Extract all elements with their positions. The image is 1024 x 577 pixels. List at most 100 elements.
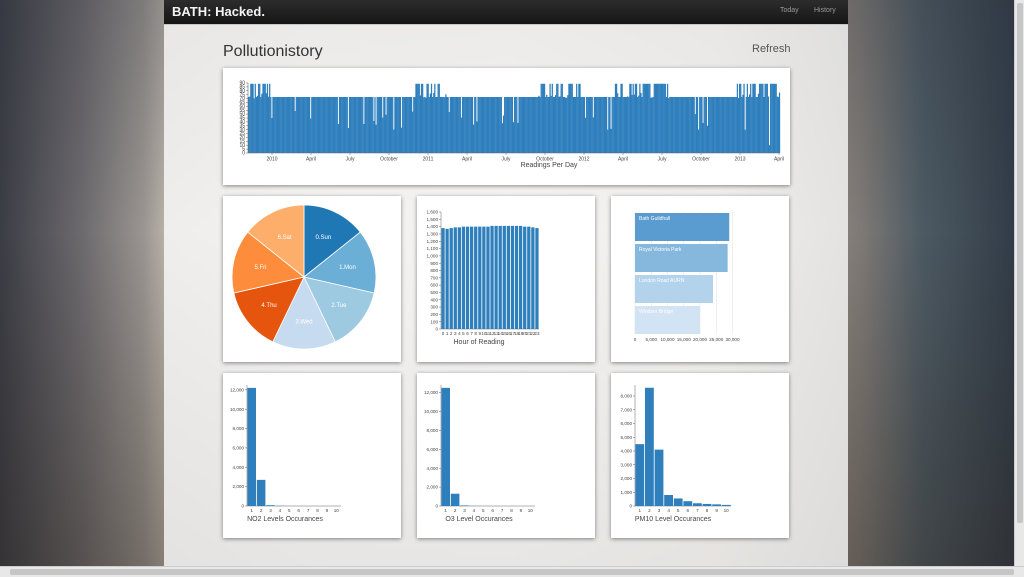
timeline-bar (496, 97, 497, 153)
timeline-bars (248, 84, 780, 153)
timeline-bar (538, 96, 539, 153)
timeline-bar (737, 84, 738, 153)
timeline-bar (352, 97, 353, 153)
timeline-bar (566, 98, 567, 153)
timeline-bar (719, 97, 720, 153)
timeline-bar (757, 97, 758, 153)
timeline-bar (504, 97, 505, 153)
timeline-bar (596, 97, 597, 153)
timeline-bar (441, 97, 442, 153)
timeline-bar (533, 97, 534, 153)
x-tick-label: 6 (466, 331, 469, 336)
timeline-bar (542, 84, 543, 153)
brand[interactable]: BATH: Hacked. (172, 4, 265, 19)
timeline-bar (512, 97, 513, 153)
o3-histogram: O3 Level Occurances 02,0004,0006,0008,00… (417, 373, 595, 538)
y-tick-label: 12,000 (424, 390, 438, 395)
timeline-bar (383, 97, 384, 153)
timeline-bar (377, 97, 378, 153)
timeline-bar (344, 97, 345, 153)
x-tick-label: 3 (454, 331, 457, 336)
refresh-link[interactable]: Refresh (752, 43, 791, 55)
timeline-bar (285, 97, 286, 153)
timeline-bar (432, 97, 433, 153)
bar (531, 227, 534, 329)
timeline-bar (252, 84, 253, 153)
timeline-bar (326, 97, 327, 153)
timeline-bar (653, 97, 654, 153)
timeline-bar (387, 97, 388, 153)
timeline-bar (361, 97, 362, 153)
pm10-histogram: PM10 Level Occurances 01,0002,0003,0004,… (611, 373, 789, 538)
timeline-bar (439, 84, 440, 153)
timeline-bar (530, 97, 531, 153)
timeline-bar (692, 97, 693, 153)
bar (441, 388, 450, 506)
timeline-bar (736, 97, 737, 153)
timeline-bar (513, 122, 514, 153)
timeline-bar (378, 97, 379, 153)
timeline-bar (360, 97, 361, 153)
horizontal-scrollbar[interactable] (0, 566, 1024, 577)
bar (703, 504, 712, 506)
timeline-bar (589, 97, 590, 153)
horizontal-scroll-thumb[interactable] (10, 569, 1014, 575)
pie-slice-label: 6.Sat (278, 235, 292, 241)
timeline-bar (434, 84, 435, 153)
timeline-bar (528, 97, 529, 153)
timeline-bar (716, 97, 717, 153)
timeline-bar (422, 84, 423, 153)
timeline-bar (492, 97, 493, 153)
timeline-bar (317, 97, 318, 153)
timeline-bar (547, 97, 548, 153)
timeline-bar (573, 97, 574, 153)
timeline-bar (718, 97, 719, 153)
y-tick-label: 300 (430, 305, 438, 310)
timeline-bar (327, 97, 328, 153)
timeline-bar (426, 84, 427, 153)
timeline-bar (493, 97, 494, 153)
timeline-bar (735, 97, 736, 153)
vertical-scrollbar[interactable] (1014, 0, 1024, 566)
timeline-bar (362, 97, 363, 153)
bar (503, 226, 506, 329)
timeline-bar (740, 84, 741, 153)
timeline-bar (722, 97, 723, 153)
timeline-bar (476, 121, 477, 153)
timeline-bar (494, 97, 495, 153)
pie-slice-label: 5.Fri (254, 265, 266, 271)
bar (693, 503, 702, 506)
timeline-bar (497, 97, 498, 153)
timeline-bar (522, 97, 523, 153)
timeline-bar (510, 97, 511, 153)
nav-today[interactable]: Today (780, 7, 799, 14)
timeline-bar (261, 94, 262, 153)
timeline-bar (409, 97, 410, 153)
timeline-bar (658, 84, 659, 153)
timeline-bar (651, 98, 652, 153)
timeline-bar (678, 97, 679, 153)
timeline-bar (534, 97, 535, 153)
x-tick-label: 3 (269, 508, 272, 513)
timeline-bar (545, 97, 546, 153)
timeline-bar (351, 97, 352, 153)
timeline-bar (730, 97, 731, 153)
bar (523, 227, 526, 329)
y-tick-label: 8,000 (233, 426, 245, 431)
pie-slice-label: 2.Tue (331, 303, 347, 309)
y-tick-label: 4,000 (233, 465, 245, 470)
y-tick-label: 1,600 (427, 210, 439, 215)
timeline-bar (582, 97, 583, 153)
nav-history[interactable]: History (814, 7, 836, 14)
timeline-bar (760, 84, 761, 153)
timeline-bar (630, 84, 631, 153)
timeline-bar (384, 97, 385, 153)
timeline-bar (350, 97, 351, 153)
timeline-bar (524, 97, 525, 153)
timeline-bar (535, 97, 536, 153)
y-tick-label: 8,000 (427, 428, 439, 433)
vertical-scroll-thumb[interactable] (1017, 3, 1023, 523)
timeline-bar (269, 84, 270, 153)
